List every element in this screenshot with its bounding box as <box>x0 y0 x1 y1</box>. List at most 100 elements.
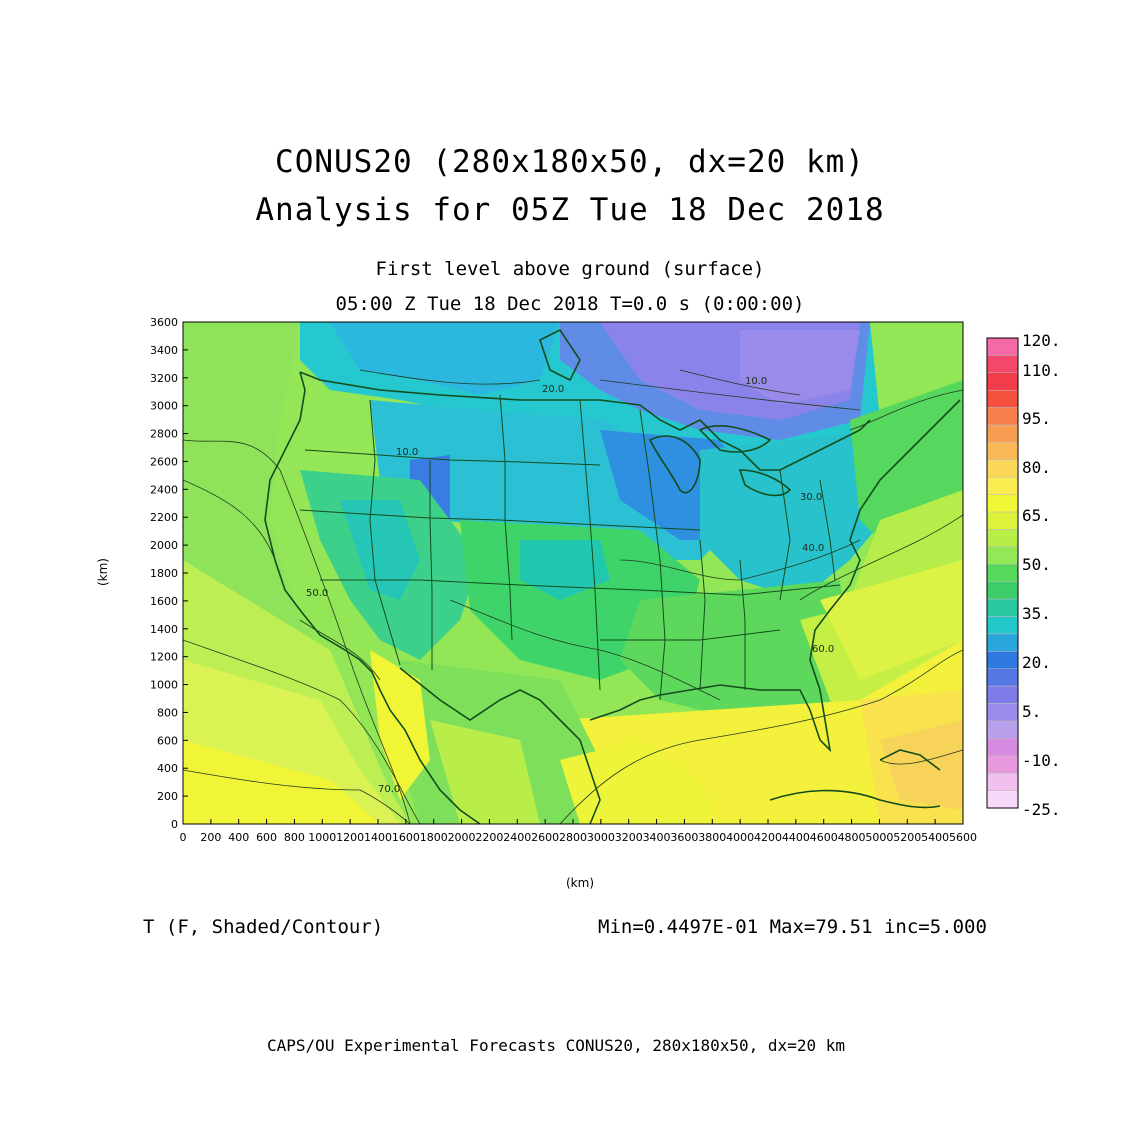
colorbar-swatch <box>986 720 1019 739</box>
x-tick-label: 5000 <box>865 831 893 844</box>
temperature-field: 10.0 10.0 20.0 30.0 40.0 50.0 60.0 70.0 <box>183 322 963 824</box>
colorbar-swatch <box>986 703 1019 722</box>
y-axis: 0 200 400 600 800 1000 1200 1400 1600 1800 2000 220… <box>150 316 188 831</box>
colorbar-labels: 120. 110. 95. 80. 65. 50. 35. 20. 5. -10… <box>1022 331 1061 819</box>
title-line-1: CONUS20 (280x180x50, dx=20 km) <box>275 144 865 180</box>
x-tick-label: 5400 <box>921 831 949 844</box>
colorbar-label: 80. <box>1022 458 1051 477</box>
x-tick-label: 2400 <box>503 831 531 844</box>
colorbar-label: 20. <box>1022 653 1051 672</box>
colorbar-swatch <box>986 598 1019 617</box>
colorbar-swatch <box>986 459 1019 478</box>
colorbar-swatch <box>986 355 1019 374</box>
colorbar-swatch <box>986 581 1019 600</box>
x-tick-label: 1600 <box>392 831 420 844</box>
x-axis: 0 200 400 600 800 1000 1200 1400 1600 1800 2000 220… <box>180 819 977 844</box>
x-tick-label: 3400 <box>643 831 671 844</box>
credit-line: CAPS/OU Experimental Forecasts CONUS20, … <box>267 1036 845 1055</box>
contour-label-40: 40.0 <box>802 543 824 554</box>
colorbar <box>986 337 1019 809</box>
title-line-2: Analysis for 05Z Tue 18 Dec 2018 <box>255 192 885 228</box>
x-tick-label: 1000 <box>308 831 336 844</box>
y-tick-label: 2400 <box>150 483 178 496</box>
colorbar-swatch <box>986 372 1019 391</box>
colorbar-swatch <box>986 685 1019 704</box>
x-tick-label: 4800 <box>838 831 866 844</box>
x-tick-label: 4400 <box>782 831 810 844</box>
colorbar-label: 35. <box>1022 604 1051 623</box>
level-subtitle: First level above ground (surface) <box>375 258 765 280</box>
x-tick-label: 600 <box>256 831 277 844</box>
colorbar-swatch <box>986 616 1019 635</box>
y-tick-label: 2800 <box>150 428 178 441</box>
x-tick-label: 3600 <box>670 831 698 844</box>
colorbar-label: -10. <box>1022 751 1061 770</box>
contour-labels: 10.0 10.0 20.0 30.0 40.0 50.0 60.0 70.0 <box>306 376 834 795</box>
x-tick-label: 2200 <box>475 831 503 844</box>
contour-label-30: 30.0 <box>800 492 822 503</box>
contour-label-50: 50.0 <box>306 588 328 599</box>
colorbar-swatch <box>986 529 1019 548</box>
colorbar-swatch <box>986 564 1019 582</box>
colorbar-label: 5. <box>1022 702 1041 721</box>
colorbar-swatch <box>986 738 1019 757</box>
y-tick-label: 3000 <box>150 400 178 413</box>
y-tick-label: 2200 <box>150 511 178 524</box>
y-tick-label: 1000 <box>150 679 178 692</box>
y-tick-label: 400 <box>157 762 178 775</box>
colorbar-swatch <box>986 477 1019 495</box>
y-tick-label: 2000 <box>150 539 178 552</box>
colorbar-swatch <box>986 546 1019 565</box>
x-tick-label: 3000 <box>587 831 615 844</box>
x-axis-label: (km) <box>566 876 594 890</box>
x-tick-label: 800 <box>284 831 305 844</box>
colorbar-swatch <box>986 651 1019 669</box>
colorbar-swatch <box>986 494 1019 513</box>
y-axis-label: (km) <box>96 558 110 586</box>
colorbar-frame <box>986 337 1019 809</box>
colorbar-label: 65. <box>1022 506 1051 525</box>
contour-label-10-north: 10.0 <box>745 376 767 387</box>
x-tick-label: 4000 <box>726 831 754 844</box>
x-tick-label: 3800 <box>698 831 726 844</box>
time-subtitle: 05:00 Z Tue 18 Dec 2018 T=0.0 s (0:00:00… <box>335 293 805 315</box>
y-tick-label: 1200 <box>150 651 178 664</box>
colorbar-swatch <box>986 772 1019 791</box>
x-tick-label: 2800 <box>559 831 587 844</box>
colorbar-swatch <box>986 790 1019 809</box>
colorbar-swatch <box>986 337 1019 356</box>
colorbar-swatch <box>986 668 1019 687</box>
field-stats: Min=0.4497E-01 Max=79.51 inc=5.000 <box>598 916 987 938</box>
colorbar-swatch <box>986 407 1019 426</box>
y-tick-label: 3200 <box>150 372 178 385</box>
contour-label-60: 60.0 <box>812 644 834 655</box>
x-tick-label: 400 <box>228 831 249 844</box>
x-tick-label: 5200 <box>893 831 921 844</box>
x-tick-label: 2600 <box>531 831 559 844</box>
colorbar-swatch <box>986 424 1019 443</box>
colorbar-swatch <box>986 442 1019 461</box>
x-tick-label: 3200 <box>615 831 643 844</box>
coastline <box>264 328 961 824</box>
state-borders <box>299 394 841 701</box>
colorbar-swatch <box>986 511 1019 530</box>
y-tick-label: 1400 <box>150 623 178 636</box>
y-tick-label: 1800 <box>150 567 178 580</box>
contour-label-70: 70.0 <box>378 784 400 795</box>
colorbar-label: 50. <box>1022 555 1051 574</box>
colorbar-swatch <box>986 633 1019 652</box>
x-tick-label: 5600 <box>949 831 977 844</box>
contour-label-10-west: 10.0 <box>396 447 418 458</box>
x-tick-label: 1200 <box>336 831 364 844</box>
y-tick-label: 2600 <box>150 455 178 468</box>
colorbar-swatch <box>986 389 1019 408</box>
x-tick-label: 4600 <box>810 831 838 844</box>
y-tick-label: 3400 <box>150 344 178 357</box>
x-tick-label: 1400 <box>364 831 392 844</box>
x-tick-label: 200 <box>200 831 221 844</box>
contour-lines <box>183 369 963 824</box>
colorbar-label: 120. <box>1022 331 1061 350</box>
colorbar-label: 110. <box>1022 361 1061 380</box>
x-tick-label: 2000 <box>448 831 476 844</box>
